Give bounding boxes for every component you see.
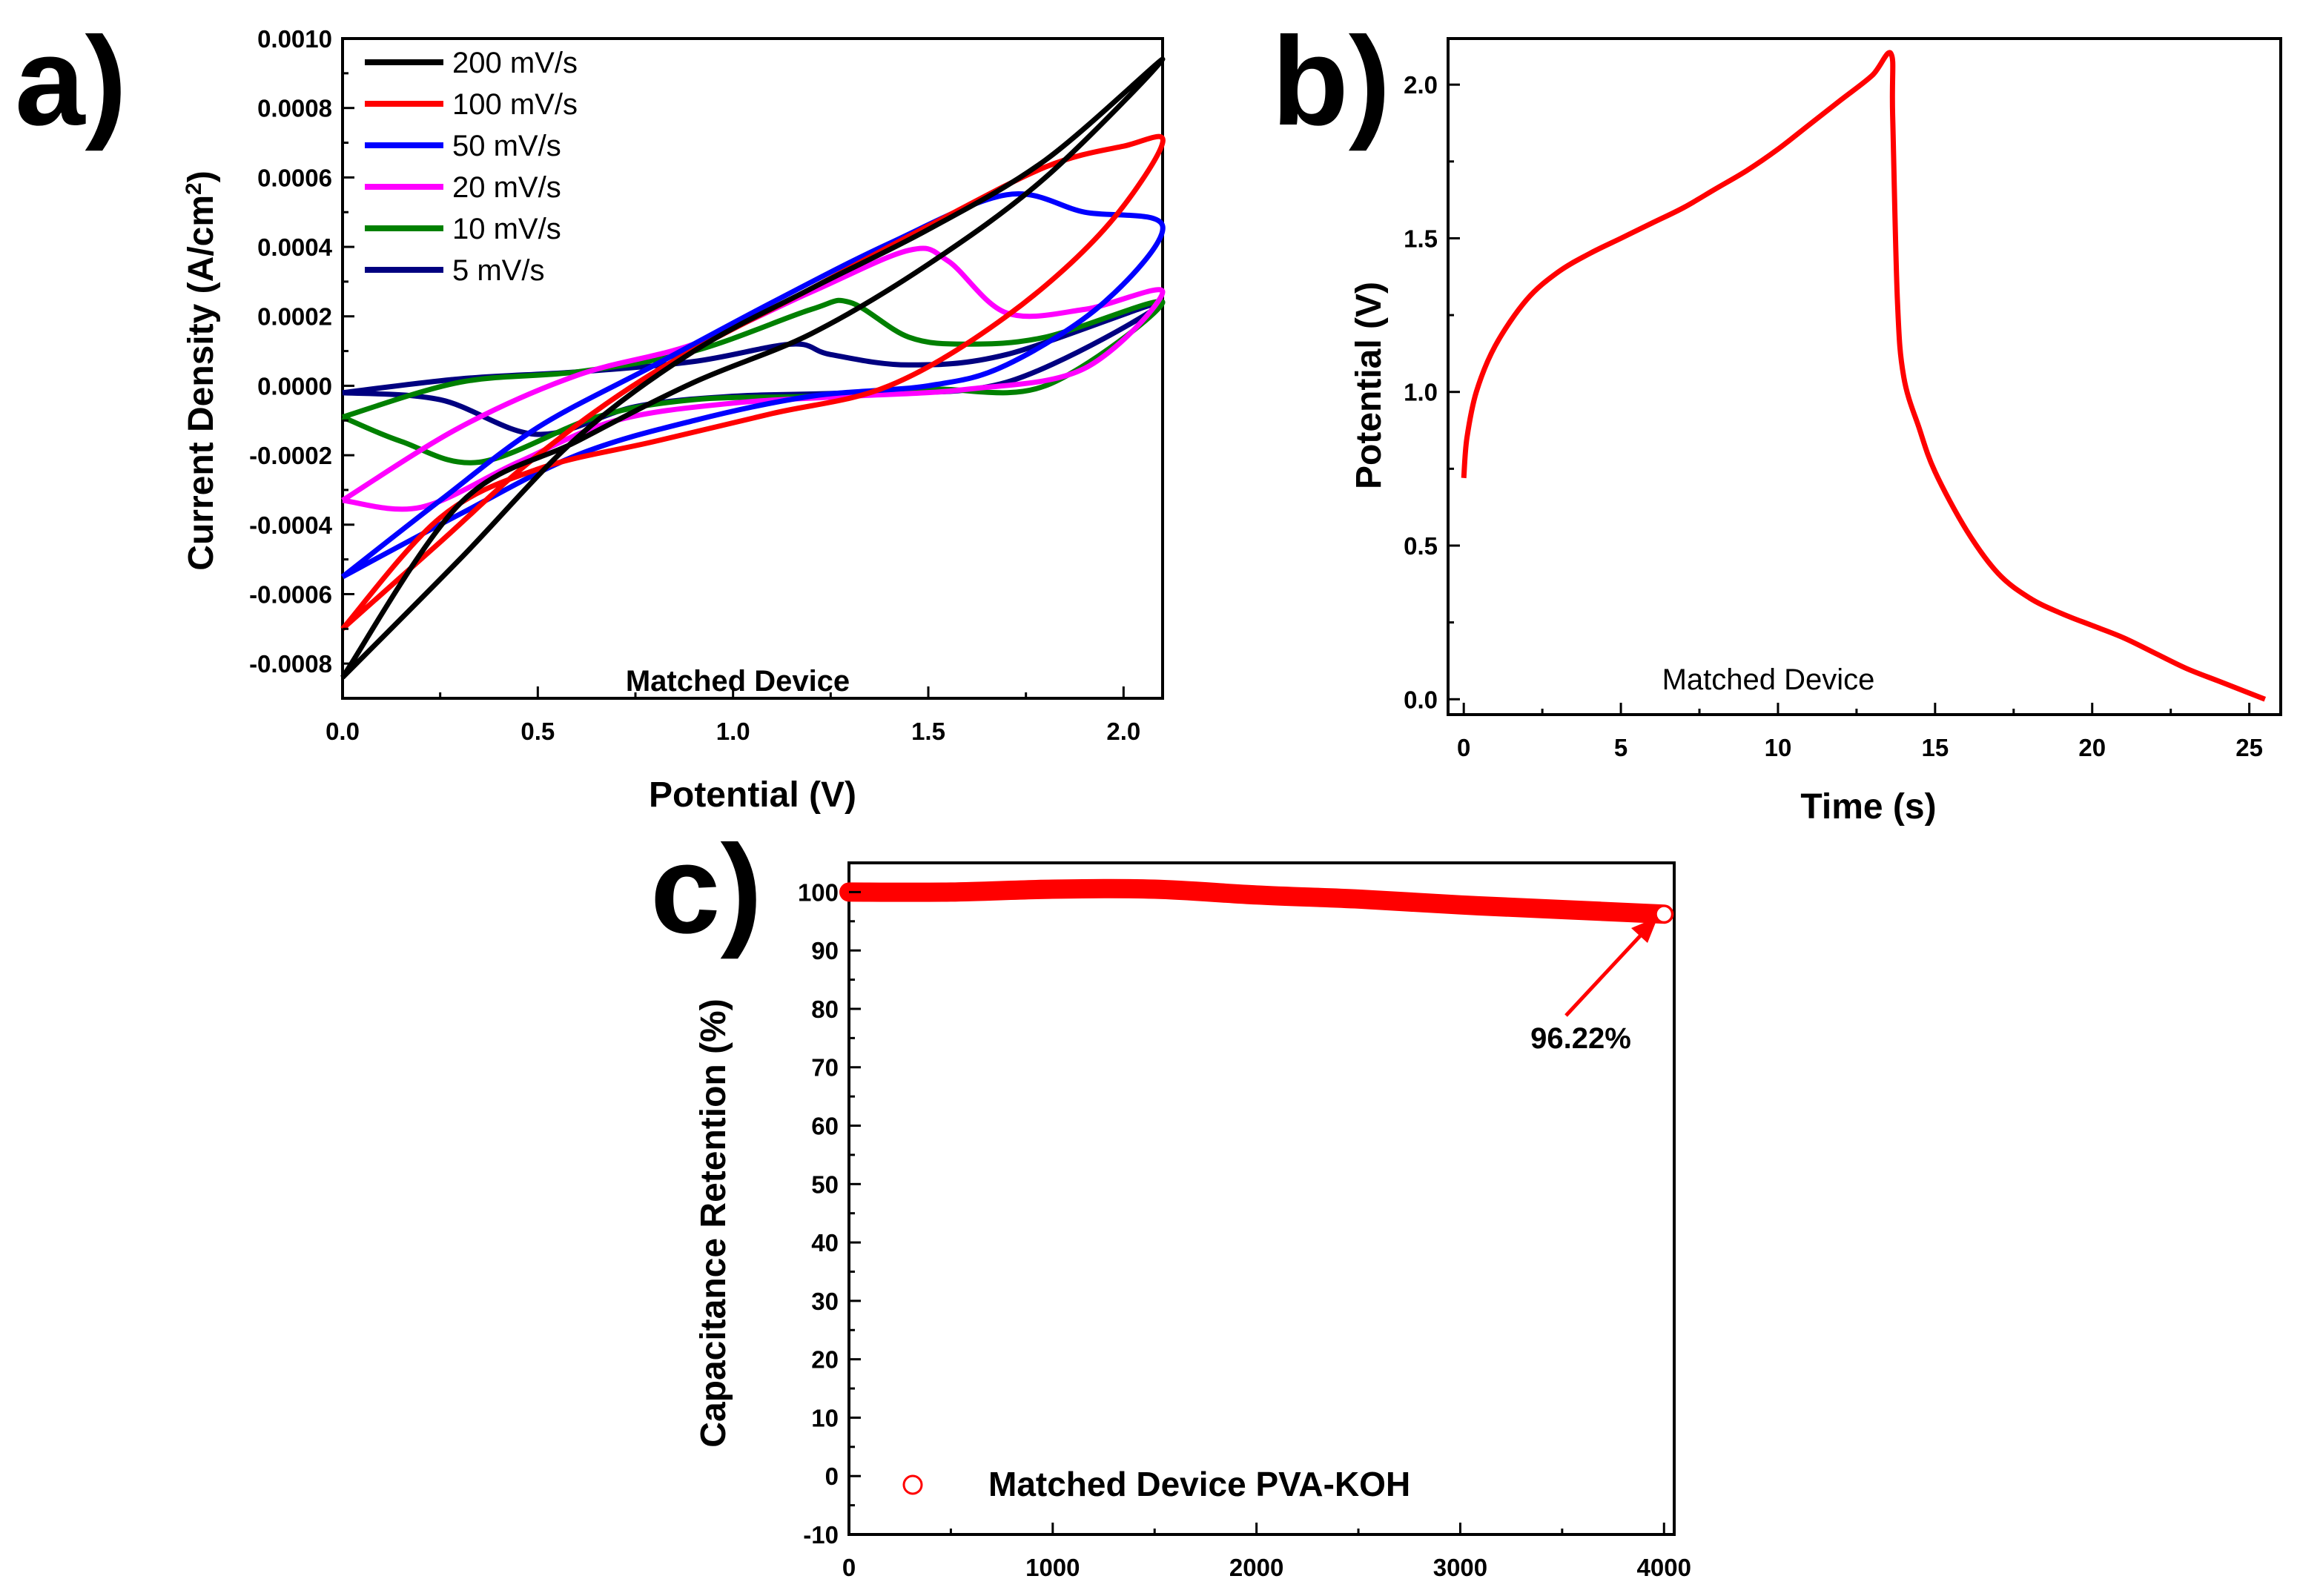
gcd-curve bbox=[1461, 50, 2267, 702]
panel-b-x-tick-label: 0 bbox=[1457, 734, 1470, 761]
panel-b-gcd-chart: b) 0 5 10 15 20 25 0.0 0.5 1.0 1.5 2.0 Matched Dev… bbox=[1272, 11, 2282, 827]
panel-c-x-tick-label: 4000 bbox=[1637, 1554, 1691, 1581]
panel-a-y-tick-label: -0.0006 bbox=[249, 580, 332, 608]
retention-point bbox=[943, 884, 959, 900]
panel-c-x-tick-label: 1000 bbox=[1025, 1554, 1080, 1581]
panel-a-y-tick-label: 0.0002 bbox=[257, 303, 332, 331]
retention-final-point bbox=[1654, 904, 1673, 924]
panel-c-annotation-arrow bbox=[1564, 917, 1658, 1017]
panel-a-y-tick-label: 0.0010 bbox=[257, 25, 332, 53]
panel-b-letter: b) bbox=[1272, 11, 1390, 152]
cv-curve-50-mv-s bbox=[340, 191, 1166, 580]
panel-c-y-tick-label: 10 bbox=[811, 1404, 839, 1431]
panel-a-x-tick-label: 1.0 bbox=[716, 718, 750, 745]
panel-b-curves bbox=[1461, 50, 2267, 702]
panel-b-y-axis-title: Potential (V) bbox=[1349, 282, 1389, 489]
panel-c-retention-chart: c) 0 1000 2000 3000 4000-1001020304050607080… bbox=[650, 819, 1691, 1581]
panel-a-letter: a) bbox=[15, 11, 127, 152]
panel-c-x-tick-label: 3000 bbox=[1433, 1554, 1487, 1581]
legend-label: 5 mV/s bbox=[452, 254, 544, 287]
panel-c-y-tick-label: 50 bbox=[811, 1170, 839, 1198]
retention-point bbox=[1453, 897, 1468, 913]
retention-point bbox=[1351, 891, 1367, 907]
panel-c-letter: c) bbox=[650, 819, 762, 960]
panel-c-y-tick-label: 0 bbox=[825, 1463, 839, 1490]
legend-label: 20 mV/s bbox=[452, 171, 561, 204]
retention-point bbox=[1554, 902, 1570, 918]
legend-label: 100 mV/s bbox=[452, 88, 578, 121]
panel-b-y-tick-label: 0.0 bbox=[1404, 686, 1438, 713]
panel-b-y-tick-label: 0.5 bbox=[1404, 532, 1438, 560]
panel-b-y-tick-label: 1.0 bbox=[1404, 379, 1438, 406]
panel-a-y-tick-label: 0.0008 bbox=[257, 95, 332, 122]
panel-b-annotation: Matched Device bbox=[1662, 663, 1875, 696]
panel-b-x-tick-label: 5 bbox=[1614, 734, 1627, 761]
panel-c-plot-frame bbox=[847, 861, 1676, 1536]
legend-label: 50 mV/s bbox=[452, 130, 561, 162]
retention-point bbox=[1249, 887, 1264, 903]
panel-a-y-tick-label: -0.0004 bbox=[249, 511, 333, 539]
panel-a-y-tick-label: -0.0002 bbox=[249, 442, 332, 469]
panel-a-annotation: Matched Device bbox=[626, 665, 850, 698]
panel-a-y-tick-label: -0.0008 bbox=[249, 650, 332, 678]
cv-curve-100-mv-s bbox=[340, 133, 1166, 631]
panel-c-y-tick-label: 30 bbox=[811, 1288, 839, 1315]
panel-a-x-tick-label: 0.5 bbox=[521, 718, 555, 745]
panel-c-legend-marker bbox=[902, 1474, 923, 1495]
cv-curve-200-mv-s bbox=[340, 56, 1166, 680]
panel-b-ticks: 0 5 10 15 20 25 0.0 0.5 1.0 1.5 2.0 bbox=[1404, 71, 2263, 761]
panel-c-annotation: 96.22% bbox=[1530, 1022, 1631, 1055]
panel-a-cv-chart: a) 0.0 0.5 1.0 1.5 2.0 -0.0008 -0.0006 -0.0004 -… bbox=[15, 11, 1166, 815]
panel-a-x-axis-title: Potential (V) bbox=[649, 775, 856, 815]
panel-c-y-tick-label: 70 bbox=[811, 1054, 839, 1082]
panel-b-x-tick-label: 20 bbox=[2078, 734, 2106, 761]
legend-label: 10 mV/s bbox=[452, 213, 561, 245]
panel-a-y-tick-label: 0.0004 bbox=[257, 234, 333, 261]
panel-a-y-tick-label: 0.0006 bbox=[257, 164, 332, 191]
panel-b-plot-frame bbox=[1447, 37, 2282, 716]
panel-c-legend: Matched Device PVA-KOH bbox=[902, 1465, 1410, 1503]
panel-b-x-tick-label: 10 bbox=[1765, 734, 1792, 761]
panel-c-legend-label: Matched Device PVA-KOH bbox=[988, 1465, 1410, 1503]
panel-a-x-tick-label: 2.0 bbox=[1106, 718, 1140, 745]
panel-b-y-tick-label: 1.5 bbox=[1404, 225, 1438, 252]
panel-c-y-tick-label: 40 bbox=[811, 1229, 839, 1256]
retention-point bbox=[1045, 881, 1060, 897]
panel-c-y-tick-label: 60 bbox=[811, 1113, 839, 1140]
panel-c-x-tick-label: 2000 bbox=[1229, 1554, 1283, 1581]
panel-b-x-tick-label: 15 bbox=[1921, 734, 1949, 761]
panel-b-x-axis-title: Time (s) bbox=[1800, 787, 1936, 827]
retention-point bbox=[1147, 881, 1163, 897]
panel-c-y-axis-title: Capacitance Retention (%) bbox=[694, 999, 733, 1447]
panel-a-x-tick-label: 0.0 bbox=[325, 718, 360, 745]
panel-c-y-tick-label: 100 bbox=[798, 878, 839, 906]
panel-b-y-tick-label: 2.0 bbox=[1404, 71, 1438, 99]
panel-c-curves bbox=[839, 878, 1674, 924]
panel-c-ticks: 0 1000 2000 3000 4000-1001020304050607080901… bbox=[798, 878, 1691, 1581]
panel-c-x-tick-label: 0 bbox=[842, 1554, 856, 1581]
panel-c-y-tick-label: -10 bbox=[803, 1521, 839, 1549]
panel-b-x-tick-label: 25 bbox=[2235, 734, 2263, 761]
panel-a-x-tick-label: 1.5 bbox=[911, 718, 945, 745]
panel-a-y-axis-title: Current Density (A/cm2) bbox=[182, 170, 222, 570]
panel-a-y-tick-label: 0.0000 bbox=[257, 372, 332, 400]
panel-a-curves bbox=[340, 56, 1166, 680]
panel-a-ticks: 0.0 0.5 1.0 1.5 2.0 -0.0008 -0.0006 -0.0004 -0.0… bbox=[249, 25, 1140, 745]
legend-label: 200 mV/s bbox=[452, 47, 578, 79]
panel-a-legend: 200 mV/s 100 mV/s 50 mV/s 20 mV/s 10 mV/s 5 m… bbox=[365, 47, 578, 287]
panel-c-y-tick-label: 20 bbox=[811, 1346, 839, 1374]
panel-c-y-tick-label: 90 bbox=[811, 937, 839, 964]
panel-a-plot-frame bbox=[341, 37, 1164, 700]
panel-c-y-tick-label: 80 bbox=[811, 996, 839, 1023]
